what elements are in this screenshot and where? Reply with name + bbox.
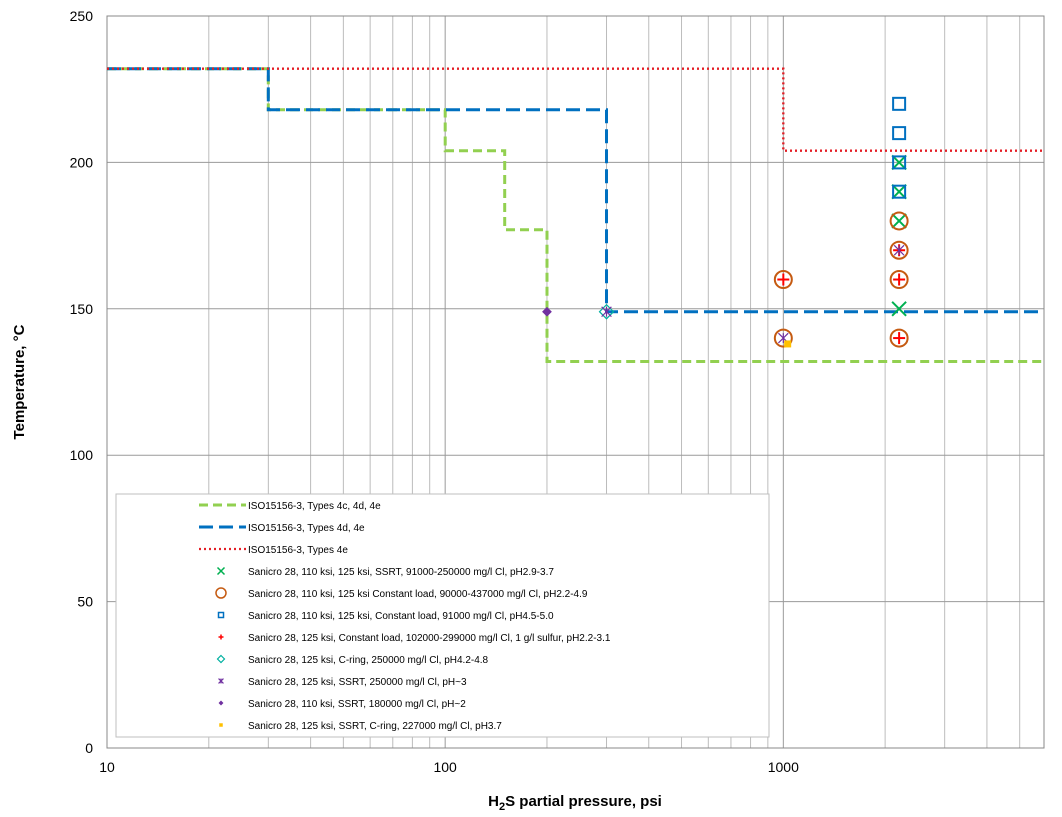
data-point (893, 273, 906, 286)
y-tick-label: 250 (70, 8, 94, 24)
data-point (892, 96, 907, 111)
legend-item: Sanicro 28, 110 ksi, SSRT, 180000 mg/l C… (218, 699, 466, 710)
legend-item: ISO15156-3, Types 4c, 4d, 4e (199, 501, 381, 512)
plot-area-border (106, 15, 1045, 749)
y-tick-label: 200 (70, 154, 94, 170)
y-tick-label: 150 (70, 301, 94, 317)
data-markers (542, 96, 909, 348)
data-point (892, 184, 907, 199)
legend-item: Sanicro 28, 125 ksi, Constant load, 1020… (218, 633, 611, 644)
legend-label: ISO15156-3, Types 4c, 4d, 4e (248, 501, 381, 512)
data-point (215, 587, 227, 599)
x-axis-title: H2S partial pressure, psi (488, 793, 662, 813)
y-tick-label: 100 (70, 447, 94, 463)
data-point (889, 240, 909, 260)
legend-box (115, 493, 770, 738)
data-point (889, 328, 909, 348)
legend-item: ISO15156-3, Types 4d, 4e (199, 523, 365, 534)
data-point (216, 654, 226, 664)
data-point (601, 306, 612, 318)
data-point (773, 328, 793, 348)
data-point (893, 332, 906, 345)
data-point (218, 700, 224, 706)
x-tick-label: 1000 (768, 759, 799, 775)
y-axis-title: Temperature, °C (11, 324, 28, 439)
legend-label: Sanicro 28, 125 ksi, C-ring, 250000 mg/l… (248, 655, 489, 666)
data-point (891, 183, 907, 200)
legend-label: Sanicro 28, 125 ksi, SSRT, C-ring, 22700… (248, 721, 502, 732)
legend-label: ISO15156-3, Types 4e (248, 545, 348, 556)
data-point (217, 611, 225, 619)
data-point (598, 303, 615, 320)
legend-item: Sanicro 28, 110 ksi, 125 ksi, SSRT, 9100… (216, 566, 554, 578)
x-tick-label: 100 (433, 759, 457, 775)
tick-labels: 10 100 1000 0 50 100 150 200 250 (70, 8, 799, 775)
data-point (216, 566, 226, 576)
data-point (784, 340, 792, 348)
y-tick-label: 0 (85, 740, 93, 756)
legend-label: Sanicro 28, 110 ksi, 125 ksi Constant lo… (248, 589, 588, 600)
data-point (218, 678, 224, 684)
x-tick-label: 10 (99, 759, 115, 775)
data-point (219, 723, 223, 727)
legend-item: Sanicro 28, 125 ksi, SSRT, C-ring, 22700… (219, 721, 502, 732)
data-point (889, 270, 909, 290)
legend: ISO15156-3, Types 4c, 4d, 4e ISO15156-3, … (115, 493, 770, 738)
legend-label: ISO15156-3, Types 4d, 4e (248, 523, 365, 534)
data-point (892, 155, 907, 170)
data-point (542, 306, 552, 317)
legend-item: Sanicro 28, 125 ksi, C-ring, 250000 mg/l… (216, 654, 489, 666)
legend-label: Sanicro 28, 110 ksi, 125 ksi, SSRT, 9100… (248, 567, 554, 578)
data-point (891, 213, 907, 229)
legend-label: Sanicro 28, 110 ksi, 125 ksi, Constant l… (248, 611, 554, 622)
legend-item: Sanicro 28, 110 ksi, 125 ksi Constant lo… (215, 587, 588, 600)
data-point (891, 154, 907, 171)
data-point (893, 244, 905, 256)
data-point (891, 301, 907, 317)
legend-item: Sanicro 28, 110 ksi, 125 ksi, Constant l… (217, 611, 554, 622)
data-point (777, 273, 790, 286)
series-line (107, 67, 1044, 314)
data-point (218, 634, 224, 640)
series-line (107, 67, 1044, 363)
reference-lines (107, 67, 1044, 363)
legend-label: Sanicro 28, 110 ksi, SSRT, 180000 mg/l C… (248, 699, 466, 710)
legend-label: Sanicro 28, 125 ksi, SSRT, 250000 mg/l C… (248, 677, 467, 688)
legend-label: Sanicro 28, 125 ksi, Constant load, 1020… (248, 633, 611, 644)
y-tick-label: 50 (77, 594, 93, 610)
legend-item: Sanicro 28, 125 ksi, SSRT, 250000 mg/l C… (218, 677, 467, 688)
legend-item: ISO15156-3, Types 4e (199, 545, 348, 556)
data-point (889, 211, 909, 231)
data-point (773, 270, 793, 290)
data-point (892, 126, 907, 141)
